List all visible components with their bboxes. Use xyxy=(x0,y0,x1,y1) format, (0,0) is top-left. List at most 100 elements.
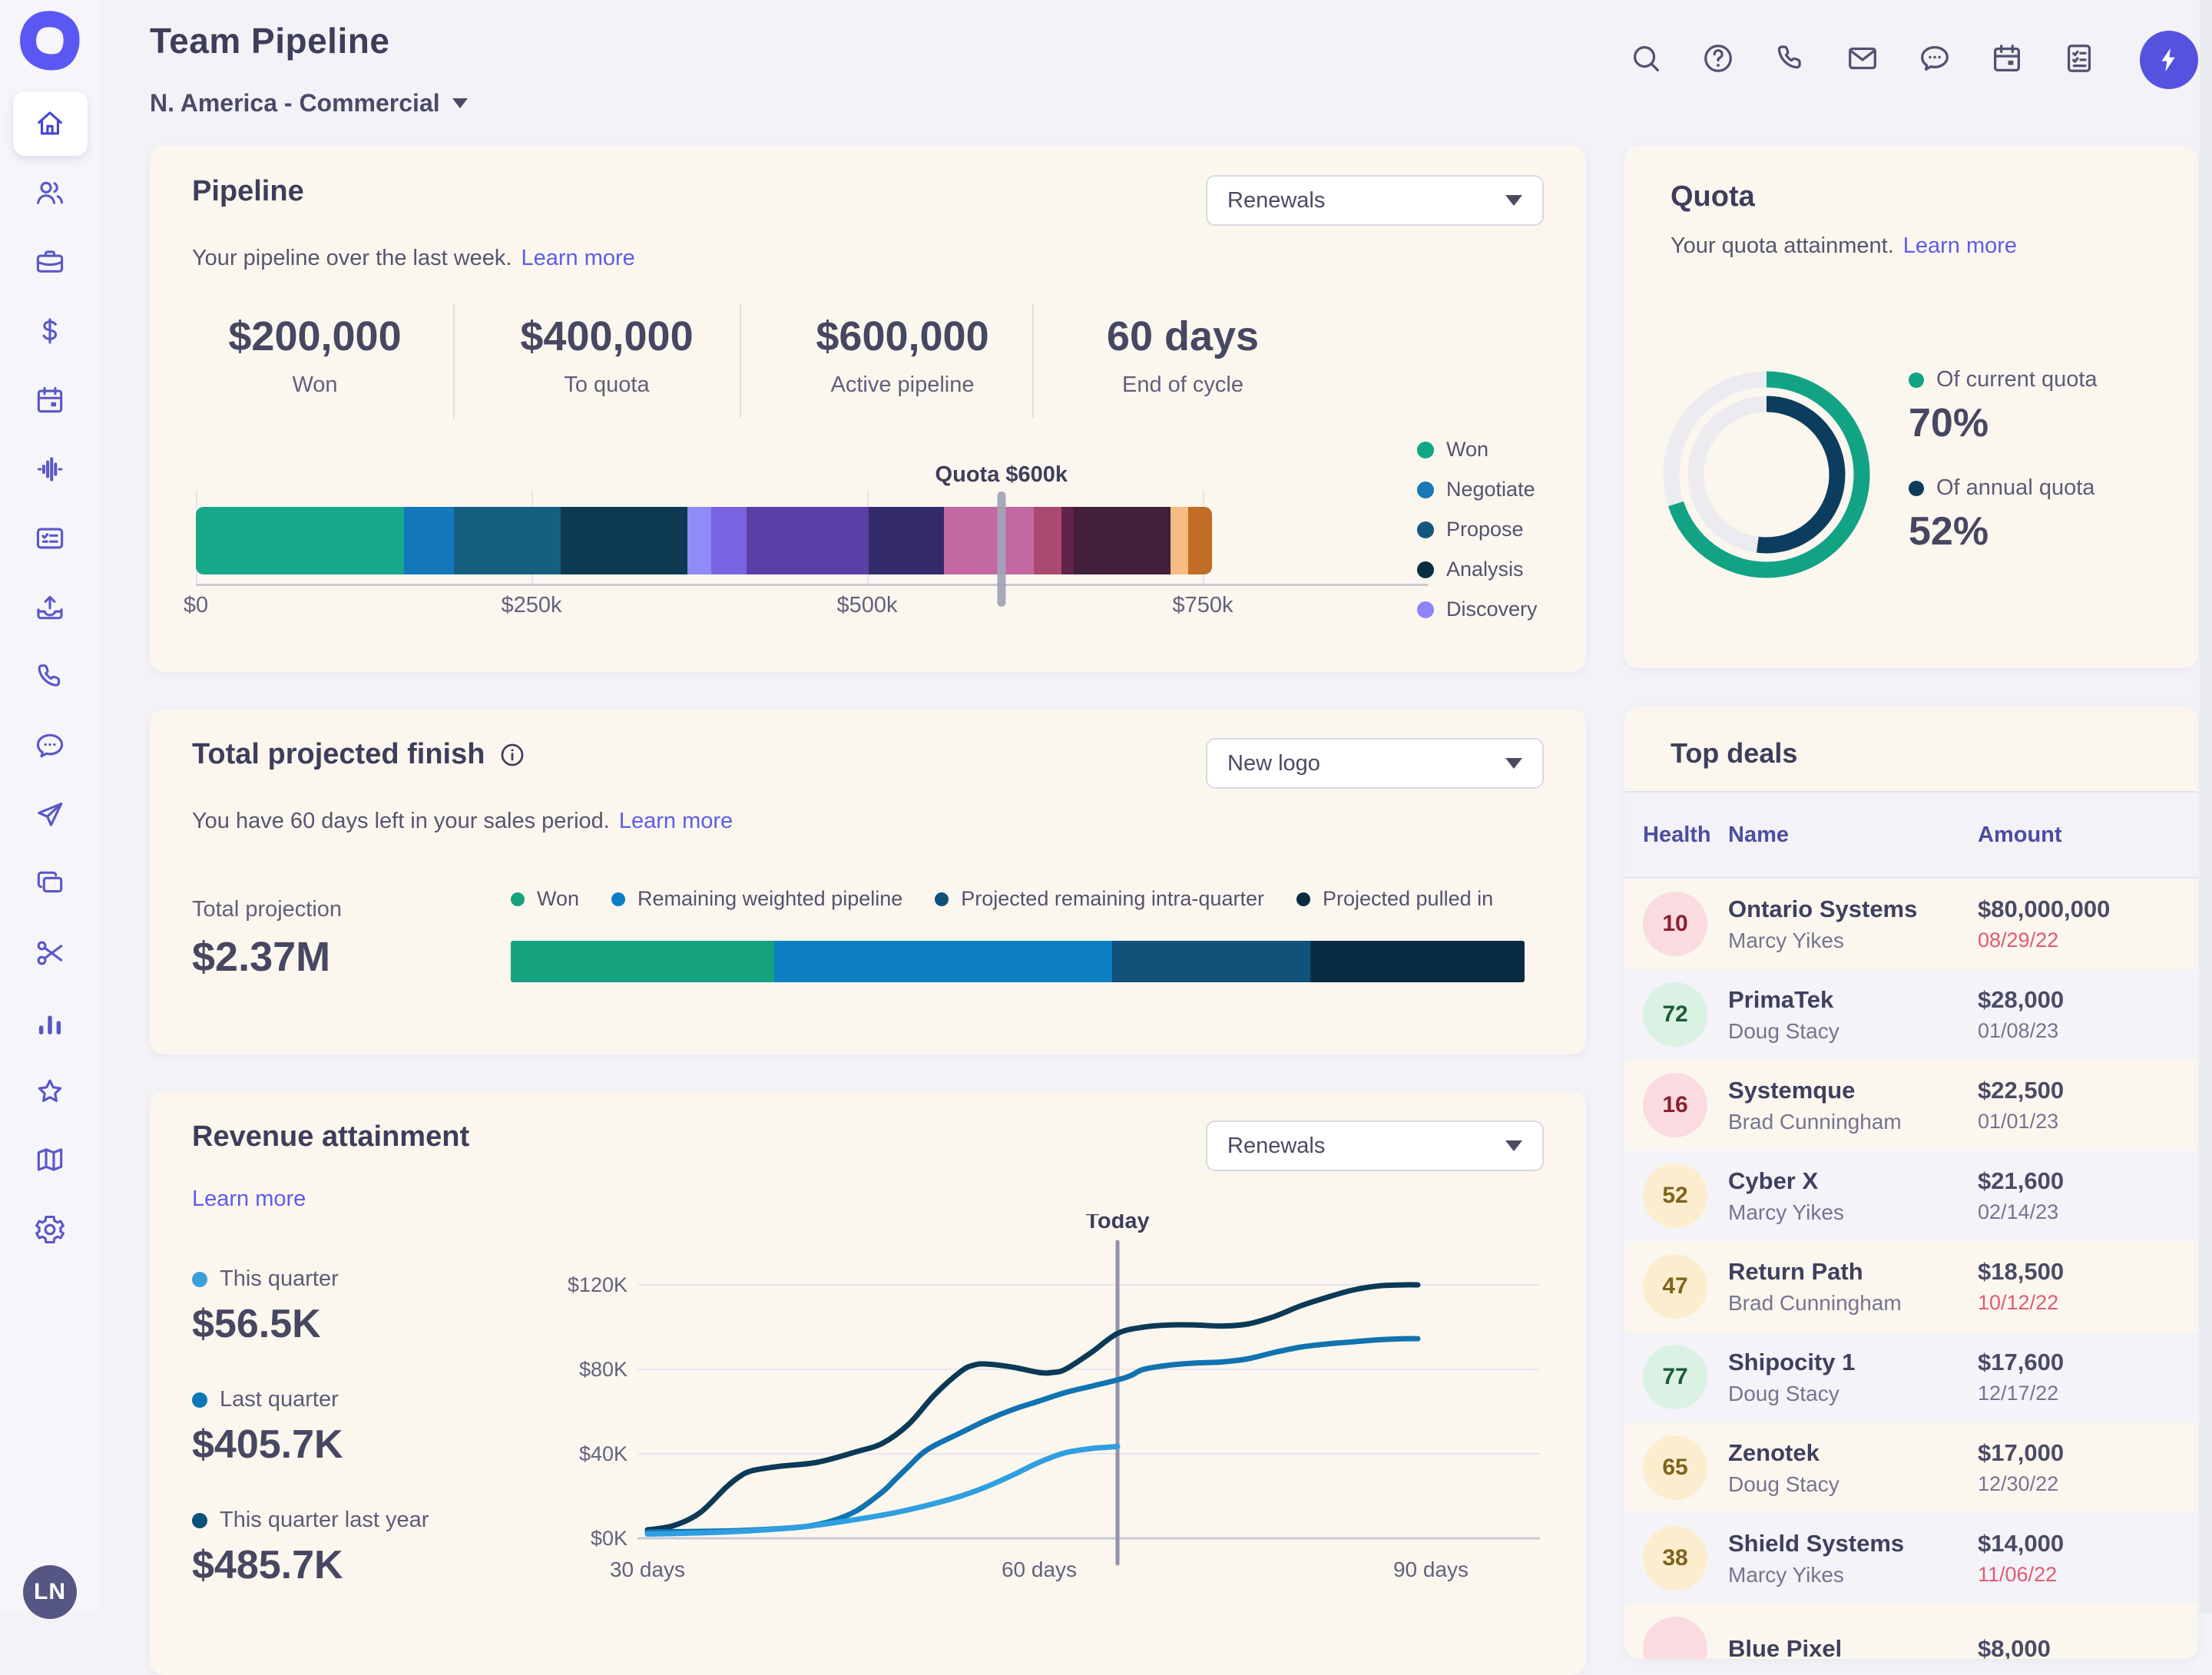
sidebar-item-star[interactable] xyxy=(13,1057,88,1126)
bar-segment[interactable] xyxy=(869,507,944,574)
sidebar-item-copy[interactable] xyxy=(13,849,88,919)
team-selector-label: N. America - Commercial xyxy=(150,89,440,118)
bar-segment[interactable] xyxy=(944,507,1034,574)
revenue-filter-dropdown[interactable]: Renewals xyxy=(1206,1121,1544,1171)
mail-icon[interactable] xyxy=(1845,41,1880,80)
bar-segment[interactable] xyxy=(1171,507,1188,574)
sidebar-item-task-card[interactable] xyxy=(13,504,88,573)
app-logo[interactable] xyxy=(15,6,84,75)
bar-segment[interactable] xyxy=(1188,507,1212,574)
pipeline-learn-more-link[interactable]: Learn more xyxy=(521,246,634,270)
tasks-icon[interactable] xyxy=(2061,41,2097,80)
column-name[interactable]: Name xyxy=(1728,823,1978,848)
help-icon[interactable] xyxy=(1700,41,1736,80)
top-deals-title: Top deals xyxy=(1671,737,2198,770)
sidebar-item-send[interactable] xyxy=(13,780,88,849)
calendar-icon[interactable] xyxy=(1989,41,2025,80)
svg-text:$80K: $80K xyxy=(579,1358,628,1381)
bar-segment[interactable] xyxy=(511,941,774,982)
health-badge xyxy=(1643,1617,1707,1659)
sidebar-item-bar-chart[interactable] xyxy=(13,988,88,1057)
chevron-down-icon xyxy=(1505,758,1522,769)
bar-segment[interactable] xyxy=(1074,507,1171,574)
boost-button[interactable] xyxy=(2140,31,2198,89)
deal-name: Return Path xyxy=(1728,1258,1978,1286)
quota-current: Of current quota 70% xyxy=(1909,367,2098,446)
column-health[interactable]: Health xyxy=(1643,823,1728,848)
deal-name: Systemque xyxy=(1728,1077,1978,1104)
team-selector[interactable]: N. America - Commercial xyxy=(150,89,468,118)
info-icon[interactable] xyxy=(498,741,526,769)
legend-item: Negotiate xyxy=(1417,478,1538,502)
pipeline-filter-dropdown[interactable]: Renewals xyxy=(1206,175,1544,226)
search-icon[interactable] xyxy=(1628,41,1664,80)
deal-owner: Brad Cunningham xyxy=(1728,1110,1978,1134)
svg-text:60 days: 60 days xyxy=(1002,1557,1077,1581)
bar-segment[interactable] xyxy=(1310,941,1525,982)
chevron-down-icon xyxy=(1505,1140,1522,1151)
sidebar-item-scissors[interactable] xyxy=(13,919,88,988)
sidebar-item-calendar[interactable] xyxy=(13,366,88,435)
quota-learn-more-link[interactable]: Learn more xyxy=(1903,233,2017,258)
sidebar-item-chat[interactable] xyxy=(13,711,88,780)
projection-filter-value: New logo xyxy=(1227,751,1320,776)
bar-segment-negotiate[interactable] xyxy=(404,507,454,574)
bar-segment[interactable] xyxy=(774,941,1112,982)
table-row[interactable]: Blue Pixel $8,000 xyxy=(1624,1604,2198,1659)
sidebar-item-inbox-upload[interactable] xyxy=(13,573,88,642)
projection-learn-more-link[interactable]: Learn more xyxy=(619,809,733,833)
bar-segment-discovery[interactable] xyxy=(687,507,711,574)
bar-segment-propose[interactable] xyxy=(454,507,561,574)
table-header: Health Name Amount xyxy=(1624,791,2198,879)
health-badge: 16 xyxy=(1643,1073,1707,1137)
quota-donut-chart xyxy=(1659,367,1874,582)
legend-dot xyxy=(1417,482,1434,498)
sidebar-item-dollar[interactable] xyxy=(13,296,88,366)
phone-icon[interactable] xyxy=(1773,41,1808,80)
projection-filter-dropdown[interactable]: New logo xyxy=(1206,738,1544,789)
sidebar-item-briefcase[interactable] xyxy=(13,227,88,296)
bar-segment-analysis[interactable] xyxy=(561,507,687,574)
column-amount[interactable]: Amount xyxy=(1978,823,2180,848)
revenue-learn-more-link[interactable]: Learn more xyxy=(192,1187,306,1211)
bar-segment[interactable] xyxy=(1112,941,1311,982)
sidebar-item-activity[interactable] xyxy=(13,435,88,504)
deal-name: Zenotek xyxy=(1728,1439,1978,1467)
deal-amount: $17,600 xyxy=(1978,1349,2180,1376)
legend-dot xyxy=(1296,892,1310,906)
bar-segment[interactable] xyxy=(711,507,746,574)
user-avatar[interactable]: LN xyxy=(23,1565,77,1619)
bar-segment-won[interactable] xyxy=(196,507,404,574)
sidebar-item-people[interactable] xyxy=(13,158,88,227)
sidebar-item-map[interactable] xyxy=(13,1126,88,1195)
deal-owner: Brad Cunningham xyxy=(1728,1291,1978,1316)
bar-segment[interactable] xyxy=(1034,507,1062,574)
sidebar-item-settings[interactable] xyxy=(13,1195,88,1264)
page-scrollbar[interactable] xyxy=(2200,0,2212,1613)
bar-segment[interactable] xyxy=(1061,507,1074,574)
deal-owner: Doug Stacy xyxy=(1728,1472,1978,1497)
legend-item: Propose xyxy=(1417,518,1538,541)
page-header: Team Pipeline N. America - Commercial xyxy=(150,0,2198,146)
legend-item: Projected pulled in xyxy=(1296,887,1493,911)
pipeline-subtitle: Your pipeline over the last week.Learn m… xyxy=(192,246,1544,271)
chat-icon[interactable] xyxy=(1917,41,1952,80)
deal-owner: Doug Stacy xyxy=(1728,1382,1978,1406)
sidebar-item-phone[interactable] xyxy=(13,642,88,711)
bar-segment[interactable] xyxy=(747,507,869,574)
deal-name: Ontario Systems xyxy=(1728,895,1978,923)
deal-date: 08/29/22 xyxy=(1978,929,2180,952)
sidebar-item-home[interactable] xyxy=(13,91,88,156)
